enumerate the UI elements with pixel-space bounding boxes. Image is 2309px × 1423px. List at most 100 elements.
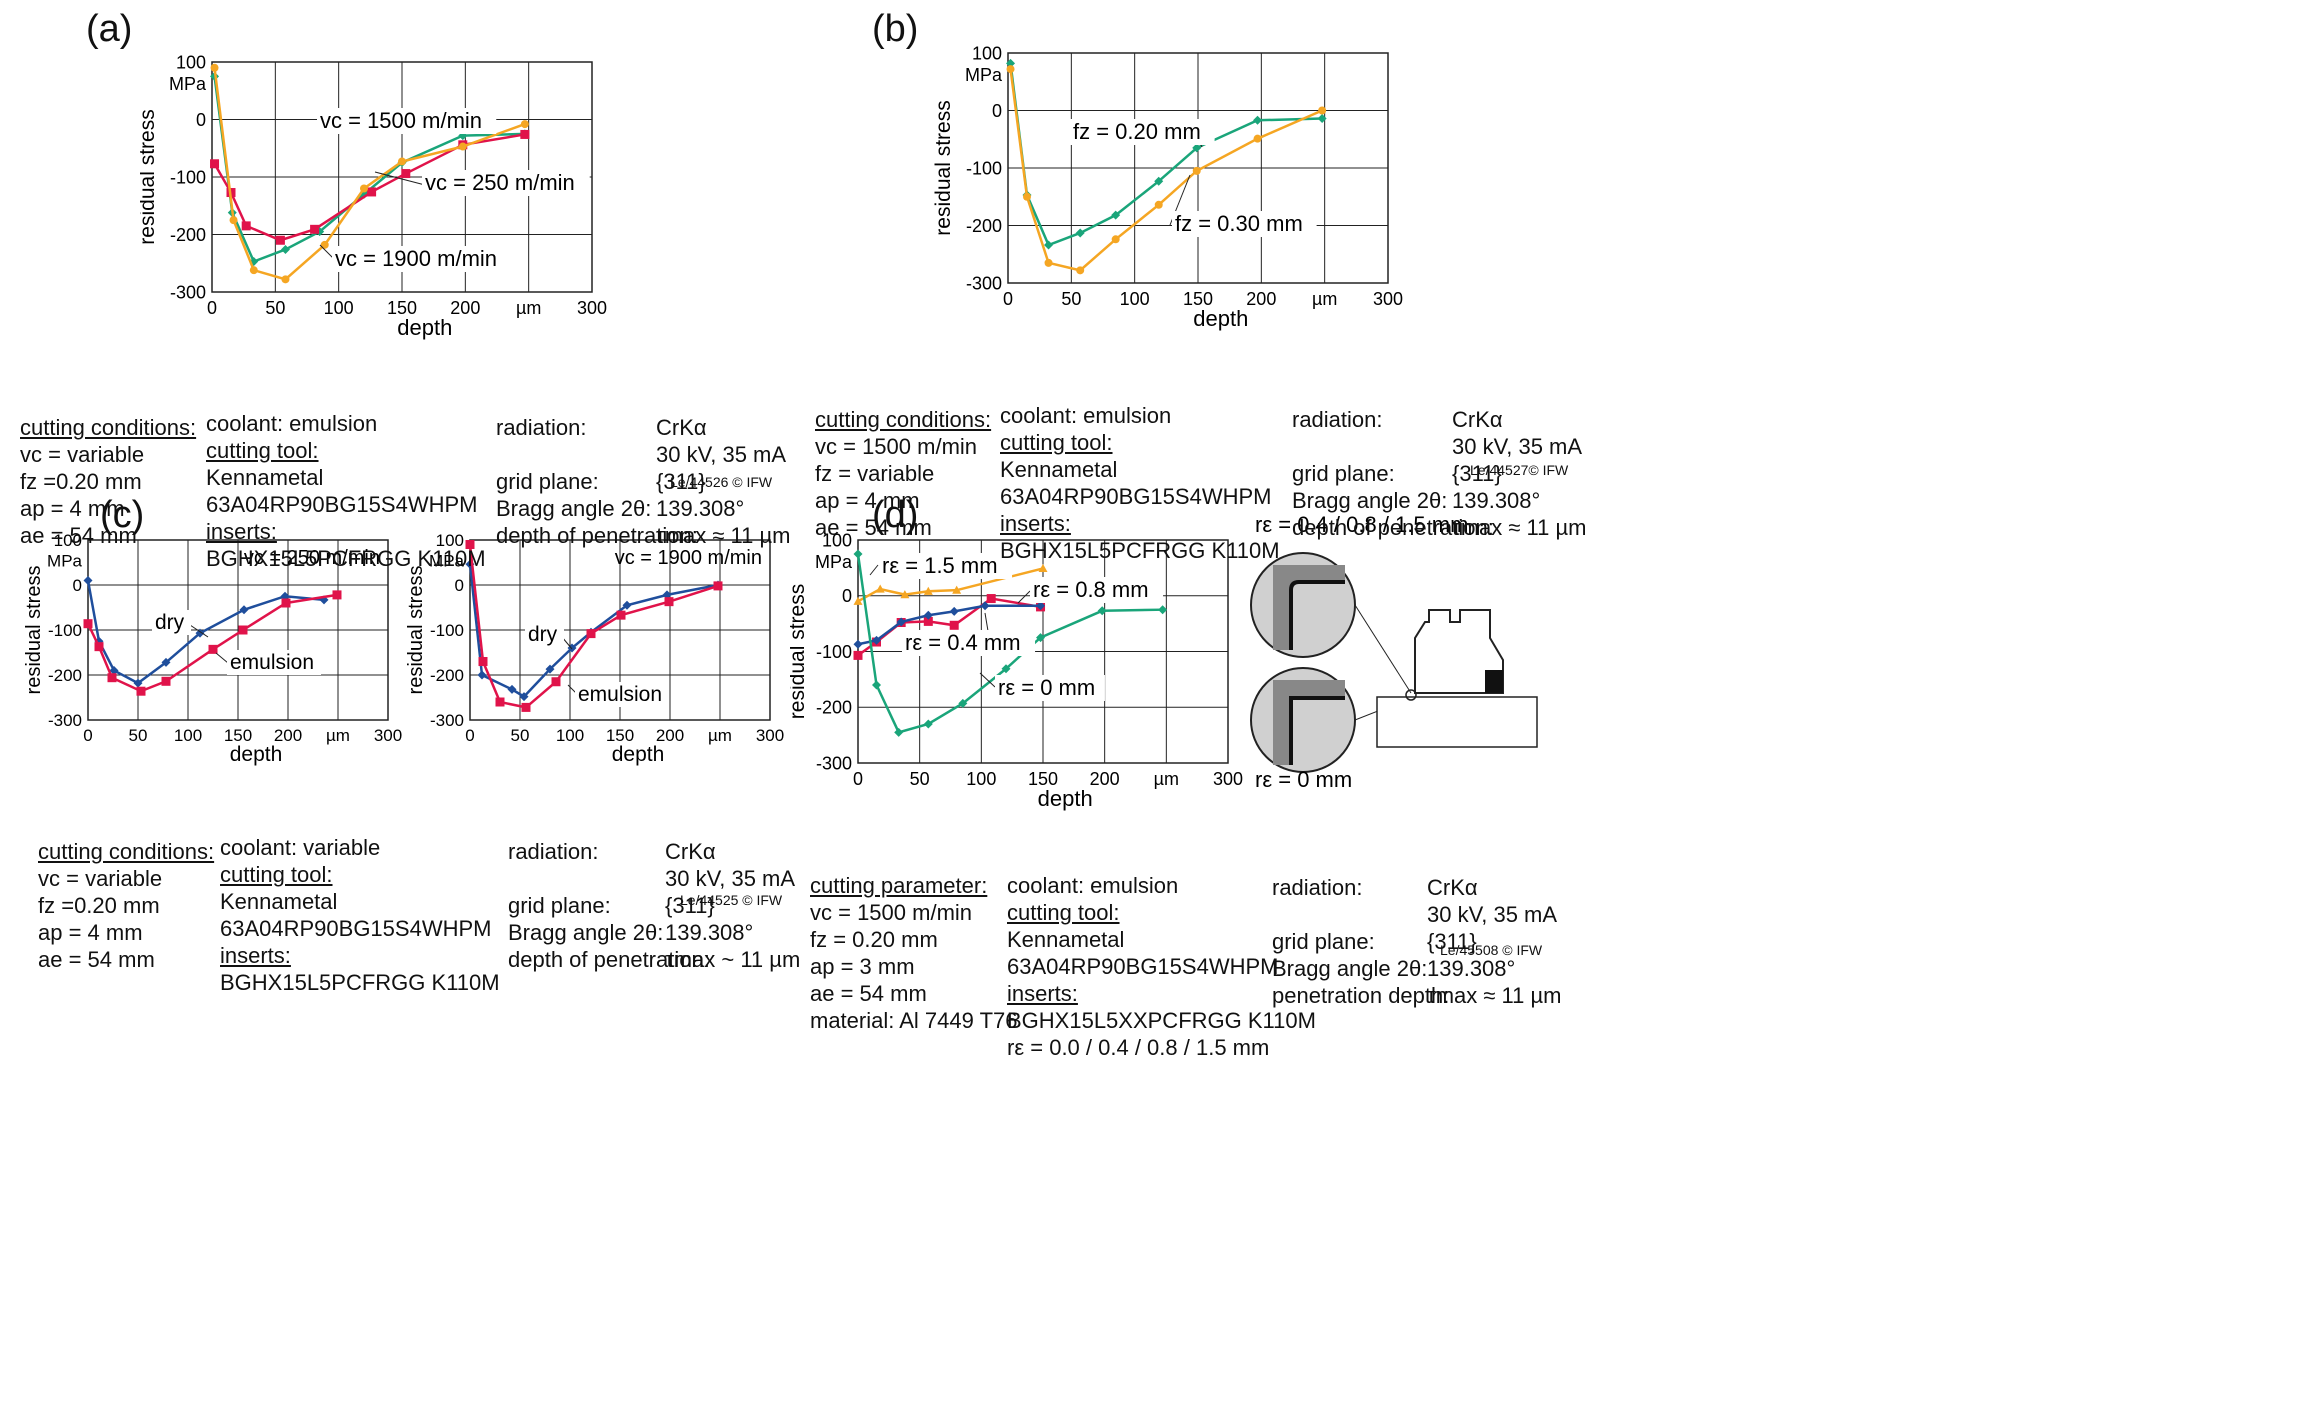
- y-tick-label: 100: [436, 531, 464, 550]
- x-tick-label: 100: [324, 298, 354, 318]
- data-point: [310, 224, 320, 234]
- data-point: [923, 610, 933, 620]
- x-tick-label: 200: [450, 298, 480, 318]
- x-tick-label: 300: [577, 298, 607, 318]
- x-tick-label: 150: [387, 298, 417, 318]
- data-point: [1076, 266, 1085, 275]
- x-axis-label: depth: [230, 743, 283, 766]
- data-point: [520, 120, 529, 129]
- y-tick-label: 0: [842, 586, 852, 606]
- info-b-rad-values: CrKα 30 kV, 35 mA {311} 139.308° τmax ≈ 11 µ…: [1452, 407, 1587, 540]
- data-point: [208, 644, 218, 654]
- data-point: [958, 698, 968, 708]
- label-leader: [215, 652, 229, 664]
- data-point: [894, 727, 904, 737]
- x-tick-label: 50: [129, 726, 148, 745]
- y-axis-label: residual stress: [790, 584, 809, 719]
- x-tick-label: 100: [556, 726, 584, 745]
- data-point: [280, 244, 290, 254]
- y-axis-label: residual stress: [140, 109, 159, 244]
- data-point: [136, 686, 146, 696]
- label-leader: [1017, 590, 1031, 604]
- series-label: vc = 1500 m/min: [320, 108, 482, 133]
- workpiece: [1376, 696, 1538, 748]
- y-unit-label: MPa: [965, 65, 1003, 85]
- data-point: [107, 673, 117, 683]
- data-point: [1253, 134, 1262, 143]
- x-tick-label: 0: [465, 726, 474, 745]
- detail-marker: [1405, 689, 1417, 701]
- x-tick-label: 200: [656, 726, 684, 745]
- data-point: [520, 129, 530, 139]
- data-point: [1253, 115, 1263, 125]
- info-c-rad-values: CrKα 30 kV, 35 mA {311} 139.308° τmax ~ 11 µ…: [665, 839, 801, 972]
- series-red: [83, 590, 342, 696]
- data-point: [1044, 258, 1053, 267]
- y-unit-label: MPa: [169, 74, 207, 94]
- label-leader: [567, 684, 577, 694]
- label-leader: [189, 624, 209, 638]
- data-point: [875, 584, 885, 593]
- data-point: [398, 157, 406, 166]
- data-point: [1192, 166, 1201, 175]
- x-tick-label: 50: [511, 726, 530, 745]
- panel-letter-c: (c): [100, 494, 145, 536]
- data-point: [1111, 210, 1121, 220]
- x-tick-label: 300: [1213, 769, 1243, 789]
- data-point: [622, 600, 632, 610]
- label-bg: [152, 610, 191, 635]
- info-c-rad-labels: radiation: grid plane: Bragg angle 2θ: dep…: [508, 839, 710, 972]
- copyright-d: Le/45508 © IFW: [1440, 942, 1543, 958]
- series-orange: [1006, 65, 1327, 275]
- chart-title: vc = 1900 m/min: [615, 547, 762, 569]
- data-point: [949, 620, 959, 630]
- data-point: [83, 576, 93, 585]
- data-point: [332, 590, 342, 600]
- schematic-top-label: rε = 0.4 / 0.8 / 1.5 mm: [1255, 512, 1468, 537]
- data-point: [586, 629, 596, 639]
- data-point: [94, 642, 104, 652]
- panel-letter-d: (d): [872, 494, 919, 536]
- info-a-rad-labels: radiation: grid plane: Bragg angle 2θ: dep…: [496, 415, 698, 548]
- label-bg: [227, 650, 321, 675]
- label-bg: [317, 108, 497, 134]
- x-tick-label: 0: [207, 298, 217, 318]
- x-tick-label: 150: [1028, 769, 1058, 789]
- info-d-left: cutting parameter: vc = 1500 m/min fz = 0.…: [810, 873, 1018, 1033]
- data-point: [1111, 235, 1120, 244]
- data-point: [1044, 240, 1054, 250]
- x-tick-label: 0: [83, 726, 92, 745]
- data-point: [507, 684, 517, 694]
- y-tick-label: 100: [822, 530, 852, 550]
- panel-letter-a: (a): [86, 8, 133, 50]
- series-blue: [853, 601, 1046, 649]
- label-bg: [995, 675, 1105, 701]
- data-point: [853, 639, 863, 649]
- x-tick-label: 300: [1373, 289, 1403, 309]
- data-point: [545, 664, 555, 674]
- data-point: [980, 601, 990, 611]
- y-axis-label: residual stress: [932, 100, 955, 235]
- data-point: [210, 159, 220, 169]
- y-tick-label: -100: [430, 621, 464, 640]
- x-tick-label: µm: [326, 726, 350, 745]
- info-b-left: cutting conditions: vc = 1500 m/min fz = v…: [815, 407, 992, 540]
- data-point: [1317, 114, 1327, 124]
- x-tick-label: 150: [224, 726, 252, 745]
- data-point: [109, 666, 119, 675]
- data-point: [210, 63, 219, 72]
- data-point: [872, 680, 881, 690]
- y-tick-label: -200: [816, 698, 852, 718]
- y-unit-label: MPa: [429, 551, 465, 570]
- chart-c1: 0 50 100 150 200 µm 300 100 0 -100 -200 -300 MPa dept…: [23, 531, 402, 766]
- series-label: rε = 0.8 mm: [1033, 577, 1149, 602]
- data-point: [281, 598, 291, 608]
- data-point: [367, 187, 377, 197]
- label-leader: [869, 564, 879, 576]
- chart-b: 0 50 100 150 200 µm 300 100 0 -100 -200 -300 MPa dept…: [932, 43, 1403, 331]
- data-point: [239, 605, 249, 615]
- y-tick-label: -100: [48, 621, 82, 640]
- x-tick-label: 100: [174, 726, 202, 745]
- label-leader: [374, 171, 426, 186]
- info-c-left: cutting conditions: vc = variable fz =0.20…: [38, 839, 215, 972]
